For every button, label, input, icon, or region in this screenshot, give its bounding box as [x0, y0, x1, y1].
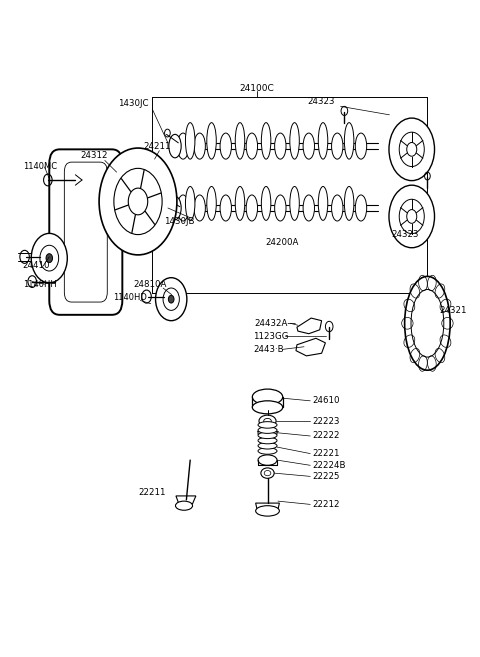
Ellipse shape — [290, 187, 300, 220]
Ellipse shape — [169, 196, 181, 219]
Ellipse shape — [318, 123, 328, 159]
Text: 24432A—: 24432A— — [254, 319, 296, 328]
Circle shape — [46, 254, 52, 263]
Ellipse shape — [259, 415, 276, 427]
Circle shape — [31, 233, 67, 283]
Ellipse shape — [261, 468, 274, 478]
Ellipse shape — [220, 133, 231, 159]
Ellipse shape — [235, 187, 245, 220]
Ellipse shape — [207, 123, 216, 159]
Ellipse shape — [355, 195, 367, 221]
Ellipse shape — [258, 447, 277, 454]
Ellipse shape — [258, 432, 277, 439]
Text: 24211: 24211 — [143, 142, 171, 150]
Ellipse shape — [344, 123, 354, 159]
Circle shape — [168, 295, 174, 303]
Ellipse shape — [258, 443, 277, 449]
Ellipse shape — [332, 195, 343, 221]
Ellipse shape — [275, 195, 286, 221]
Text: 22223: 22223 — [312, 417, 340, 426]
Text: 24100C: 24100C — [239, 84, 274, 93]
Polygon shape — [176, 496, 196, 504]
Ellipse shape — [252, 389, 283, 405]
Ellipse shape — [261, 123, 271, 159]
Circle shape — [389, 185, 434, 248]
Ellipse shape — [176, 501, 192, 510]
Text: 22222: 22222 — [312, 432, 340, 440]
Ellipse shape — [258, 427, 277, 434]
Text: 22212: 22212 — [312, 500, 340, 509]
Ellipse shape — [318, 187, 328, 220]
Ellipse shape — [290, 123, 300, 159]
Ellipse shape — [355, 133, 367, 159]
Text: 22221: 22221 — [312, 449, 340, 458]
Ellipse shape — [246, 133, 258, 159]
Ellipse shape — [220, 195, 231, 221]
Text: 22224B: 22224B — [312, 461, 346, 470]
Text: 24312: 24312 — [80, 151, 108, 160]
Text: 1140HH: 1140HH — [23, 280, 57, 288]
Ellipse shape — [303, 195, 314, 221]
Ellipse shape — [261, 187, 271, 220]
Polygon shape — [256, 503, 279, 510]
Ellipse shape — [185, 187, 195, 220]
Text: 1140MC: 1140MC — [23, 162, 57, 171]
Text: 24323: 24323 — [308, 97, 336, 106]
Ellipse shape — [246, 195, 258, 221]
Ellipse shape — [178, 195, 189, 221]
Ellipse shape — [332, 133, 343, 159]
Ellipse shape — [207, 187, 216, 220]
Text: 24610: 24610 — [312, 396, 340, 405]
Circle shape — [389, 118, 434, 181]
Text: 1430JC: 1430JC — [118, 99, 148, 108]
Ellipse shape — [275, 133, 286, 159]
Ellipse shape — [178, 133, 189, 159]
Ellipse shape — [258, 438, 277, 444]
Ellipse shape — [256, 506, 279, 516]
Ellipse shape — [405, 277, 450, 370]
Ellipse shape — [252, 401, 283, 414]
Text: 1430JB: 1430JB — [164, 217, 194, 225]
Text: 24323: 24323 — [391, 229, 419, 238]
Text: 24810A: 24810A — [133, 280, 167, 288]
Text: 22225: 22225 — [312, 472, 340, 481]
Circle shape — [156, 278, 187, 321]
Ellipse shape — [258, 422, 277, 428]
Text: 24200A: 24200A — [265, 238, 299, 247]
Text: 1140HD: 1140HD — [113, 293, 147, 302]
Ellipse shape — [194, 133, 205, 159]
Circle shape — [99, 148, 177, 255]
Text: 22211: 22211 — [138, 488, 166, 497]
Ellipse shape — [194, 195, 205, 221]
Ellipse shape — [303, 133, 314, 159]
Text: 24321: 24321 — [439, 306, 467, 315]
Text: 1123GG: 1123GG — [253, 332, 289, 341]
Ellipse shape — [235, 123, 245, 159]
Ellipse shape — [169, 135, 181, 158]
Ellipse shape — [258, 455, 277, 465]
Ellipse shape — [258, 426, 277, 440]
Text: 24410: 24410 — [23, 261, 50, 271]
Text: 2443·B: 2443·B — [253, 345, 284, 354]
Ellipse shape — [185, 123, 195, 159]
Ellipse shape — [344, 187, 354, 220]
